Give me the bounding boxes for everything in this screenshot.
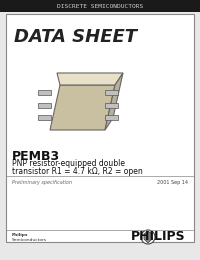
Polygon shape	[105, 73, 123, 130]
Text: 2001 Sep 14: 2001 Sep 14	[157, 180, 188, 185]
Text: DISCRETE SEMICONDUCTORS: DISCRETE SEMICONDUCTORS	[57, 3, 143, 9]
Bar	[105, 115, 118, 120]
Text: PNP resistor-equipped double: PNP resistor-equipped double	[12, 159, 125, 168]
Text: Philips: Philips	[12, 233, 29, 237]
Polygon shape	[50, 85, 115, 130]
Polygon shape	[57, 73, 123, 85]
Text: Preliminary specification: Preliminary specification	[12, 180, 72, 185]
Text: PEMB3: PEMB3	[12, 150, 60, 163]
Text: transistor R1 = 4.7 kΩ, R2 = open: transistor R1 = 4.7 kΩ, R2 = open	[12, 167, 143, 176]
Circle shape	[141, 230, 155, 244]
Bar	[105, 90, 118, 95]
Text: Semiconductors: Semiconductors	[12, 238, 47, 242]
Bar	[0, 0, 200, 12]
Text: DATA SHEET: DATA SHEET	[14, 28, 137, 46]
Bar	[6, 14, 194, 242]
Text: PHILIPS: PHILIPS	[130, 231, 185, 244]
Bar	[38, 103, 51, 108]
Bar	[38, 115, 51, 120]
Bar	[105, 103, 118, 108]
Bar	[38, 90, 51, 95]
Polygon shape	[144, 231, 152, 243]
